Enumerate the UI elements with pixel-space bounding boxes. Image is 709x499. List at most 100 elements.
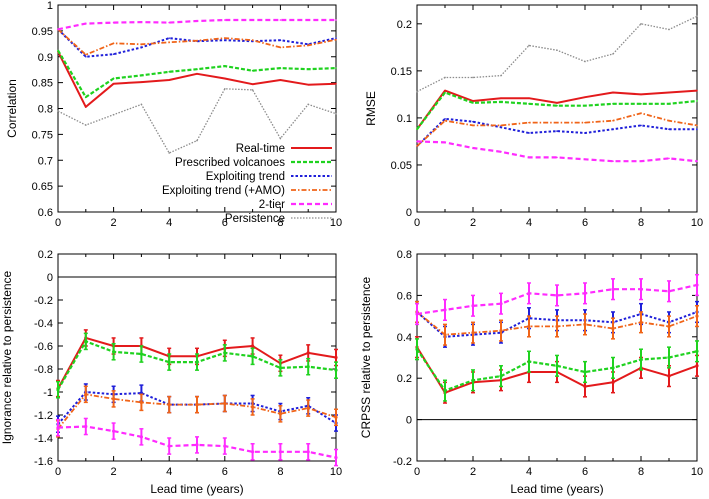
crpss-point-exploiting_trend_amo: [611, 326, 615, 331]
rmse-point-prescribed_volcanoes: [640, 102, 642, 105]
ignorance-point-two_tier: [306, 450, 310, 454]
ignorance-point-two_tier: [251, 450, 255, 454]
ignorance-x-tick-label: 0: [55, 466, 61, 478]
legend-label-exploiting-trend: Exploiting trend: [206, 171, 285, 183]
correlation-y-tick-label: 0.75: [32, 129, 53, 141]
rmse-point-two_tier: [444, 141, 446, 144]
correlation-x-tick-label: 6: [222, 217, 228, 229]
correlation-point-two_tier: [112, 21, 115, 24]
rmse-point-exploiting_trend: [668, 128, 670, 130]
correlation-point-exploiting_trend_amo: [251, 39, 254, 41]
rmse-point-exploiting_trend: [584, 132, 586, 134]
ignorance-point-exploiting_trend_amo: [195, 403, 199, 407]
correlation-point-exploiting_trend_amo: [168, 41, 170, 44]
crpss-x-tick-label: 8: [638, 466, 644, 478]
crpss-point-prescribed_volcanoes: [695, 349, 699, 353]
correlation-point-exploiting_trend_amo: [279, 46, 282, 49]
crpss-point-exploiting_trend_amo: [695, 314, 699, 318]
correlation-point-two_tier: [57, 28, 59, 31]
rmse-point-prescribed_volcanoes: [416, 128, 418, 130]
ignorance-point-prescribed_volcanoes: [167, 360, 171, 364]
ignorance-point-exploiting_trend_amo: [112, 397, 116, 401]
rmse-point-exploiting_trend: [696, 128, 698, 130]
crpss-x-axis-label: Lead time (years): [510, 482, 603, 496]
correlation-point-two_tier: [251, 19, 254, 21]
correlation-point-prescribed_volcanoes: [57, 49, 59, 52]
rmse-point-persistence: [640, 23, 642, 25]
rmse-point-two_tier: [612, 160, 614, 162]
legend-label-2-tier: 2-tier: [259, 199, 285, 211]
correlation-point-two_tier: [168, 21, 170, 24]
correlation-point-prescribed_volcanoes: [279, 67, 282, 69]
ignorance-x-axis-label: Lead time (years): [150, 482, 243, 496]
crpss-point-prescribed_volcanoes: [471, 378, 475, 382]
ignorance-y-tick-label: -1.2: [34, 410, 53, 422]
rmse-point-exploiting_trend: [528, 132, 530, 134]
crpss-point-exploiting_trend_amo: [527, 324, 531, 329]
rmse-y-tick-label: 0.05: [391, 160, 412, 172]
rmse-point-prescribed_volcanoes: [696, 100, 698, 102]
crpss-x-tick-label: 0: [414, 466, 420, 478]
ignorance-point-exploiting_trend_amo: [334, 415, 338, 419]
ignorance-y-tick-label: -1: [43, 387, 53, 399]
rmse-point-persistence: [444, 76, 446, 79]
correlation-point-two_tier: [196, 20, 198, 22]
rmse-x-tick-label: 2: [470, 217, 476, 229]
ignorance-point-two_tier: [167, 444, 171, 448]
ignorance-x-tick-label: 2: [111, 466, 117, 478]
rmse-y-tick-label: 0.2: [397, 19, 412, 31]
rmse-x-tick-label: 8: [638, 217, 644, 229]
rmse-point-prescribed_volcanoes: [612, 102, 614, 105]
rmse-point-two_tier: [556, 156, 558, 159]
rmse-point-prescribed_volcanoes: [556, 104, 558, 107]
rmse-point-prescribed_volcanoes: [528, 102, 530, 105]
crpss-point-two_tier: [583, 291, 587, 295]
correlation-point-two_tier: [279, 19, 282, 21]
rmse-point-exploiting_trend_amo: [696, 124, 698, 127]
ignorance-y-tick-label: -1.6: [34, 456, 53, 468]
ignorance-point-prescribed_volcanoes: [56, 388, 60, 392]
correlation-point-prescribed_volcanoes: [335, 67, 337, 69]
ignorance-x-tick-label: 4: [166, 466, 172, 478]
ignorance-y-tick-label: 0.2: [38, 249, 53, 261]
rmse-point-exploiting_trend_amo: [444, 119, 446, 122]
ignorance-point-prescribed_volcanoes: [278, 366, 282, 370]
correlation-point-real_time: [196, 73, 198, 75]
crpss-point-exploiting_trend_amo: [583, 322, 587, 326]
correlation-y-axis-label: Correlation: [5, 79, 19, 138]
correlation-point-prescribed_volcanoes: [168, 70, 170, 73]
rmse-point-exploiting_trend_amo: [668, 119, 670, 122]
rmse-point-two_tier: [472, 147, 474, 149]
crpss-point-real_time: [667, 374, 671, 378]
crpss-x-tick-label: 4: [526, 466, 532, 478]
crpss-point-two_tier: [499, 302, 503, 306]
correlation-point-real_time: [307, 83, 310, 86]
correlation-point-two_tier: [224, 19, 226, 21]
correlation-point-persistence: [307, 103, 310, 106]
ignorance-point-exploiting_trend_amo: [139, 400, 143, 404]
crpss-y-tick-label: 0.2: [397, 373, 412, 385]
correlation-point-prescribed_volcanoes: [251, 69, 254, 72]
ignorance-point-two_tier: [84, 424, 88, 429]
crpss-point-prescribed_volcanoes: [555, 364, 559, 368]
rmse-series-two_tier: [416, 140, 698, 163]
rmse-point-exploiting_trend_amo: [584, 121, 586, 124]
rmse-point-real_time: [444, 89, 446, 92]
ignorance-point-prescribed_volcanoes: [251, 354, 255, 358]
correlation-point-persistence: [168, 152, 170, 154]
legend-label-persistence: Persistence: [225, 213, 285, 225]
correlation-point-exploiting_trend: [85, 55, 87, 58]
crpss-point-prescribed_volcanoes: [499, 374, 503, 378]
crpss-point-prescribed_volcanoes: [527, 360, 531, 364]
ignorance-point-exploiting_trend_amo: [306, 406, 310, 410]
rmse-point-exploiting_trend: [640, 124, 642, 127]
correlation-point-two_tier: [307, 19, 310, 21]
rmse-point-real_time: [528, 97, 530, 99]
correlation-point-prescribed_volcanoes: [140, 74, 143, 77]
crpss-y-axis-label: CRPSS relative to persistence: [359, 276, 373, 438]
correlation-x-tick-label: 4: [166, 217, 172, 229]
rmse-x-tick-label: 4: [526, 217, 532, 229]
rmse-point-real_time: [696, 89, 698, 92]
crpss-point-prescribed_volcanoes: [639, 357, 643, 362]
crpss-point-exploiting_trend_amo: [667, 324, 671, 329]
